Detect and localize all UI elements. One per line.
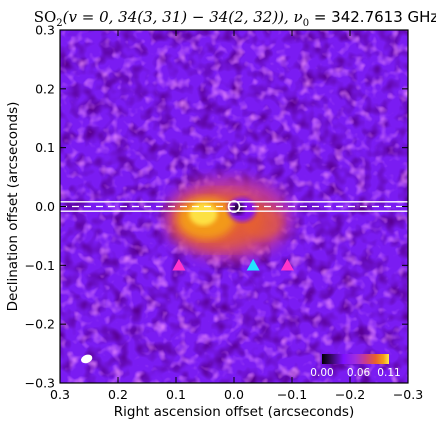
colorbar-tick-labels: 0.00 0.06 0.11 — [310, 367, 400, 379]
colorbar-tick-label: 0.00 — [310, 367, 333, 379]
triangle-marker — [172, 258, 186, 271]
y-tick-label: −0.2 — [25, 317, 55, 332]
y-tick-label: 0.3 — [35, 23, 55, 38]
x-tick-label: 0.0 — [224, 387, 244, 402]
x-tick-label: 0.3 — [50, 387, 70, 402]
chart-title: SO2(v = 0, 34(3, 31) − 34(2, 32)), ν0 = … — [34, 8, 436, 29]
colorbar-gradient — [322, 354, 389, 364]
title-sub: 2 — [56, 18, 62, 29]
colorbar-tick-label: 0.06 — [347, 367, 371, 379]
title-nu-sub: 0 — [303, 18, 309, 29]
continuum-marker — [227, 200, 241, 213]
x-tick-label: −0.3 — [393, 387, 423, 402]
y-tick-label: 0.0 — [35, 199, 55, 214]
title-main: SO — [34, 8, 57, 26]
x-tick-label: 0.1 — [166, 387, 186, 402]
y-tick-label: −0.3 — [25, 376, 55, 391]
x-axis-label: Right ascension offset (arcseconds) — [114, 404, 354, 420]
x-tick-label: −0.2 — [335, 387, 365, 402]
y-axis-label: Declination offset (arcseconds) — [5, 102, 21, 312]
x-tick-label: −0.1 — [277, 387, 307, 402]
colorbar-tick-label: 0.11 — [377, 367, 400, 379]
plot-overlays — [60, 200, 408, 364]
y-tick-label: 0.2 — [35, 81, 55, 96]
x-tick-label: 0.2 — [108, 387, 128, 402]
axis-ticks: 0.3 0.2 0.1 0.0 −0.1 −0.2 −0.3−0.3−0.2−0.10.00… — [25, 23, 424, 403]
triangle-marker — [280, 258, 294, 271]
y-tick-label: 0.1 — [35, 140, 55, 155]
emission-peak — [189, 202, 218, 226]
title-freq: = 342.7613 GHz — [309, 8, 436, 26]
title-rest: (v = 0, 34(3, 31) − 34(2, 32)), ν — [63, 8, 303, 26]
triangle-marker — [246, 258, 260, 271]
beam-ellipse — [81, 354, 93, 364]
y-tick-label: −0.1 — [25, 258, 55, 273]
colorbar: 0.00 0.06 0.11 — [310, 354, 401, 379]
emission-region — [164, 177, 292, 260]
